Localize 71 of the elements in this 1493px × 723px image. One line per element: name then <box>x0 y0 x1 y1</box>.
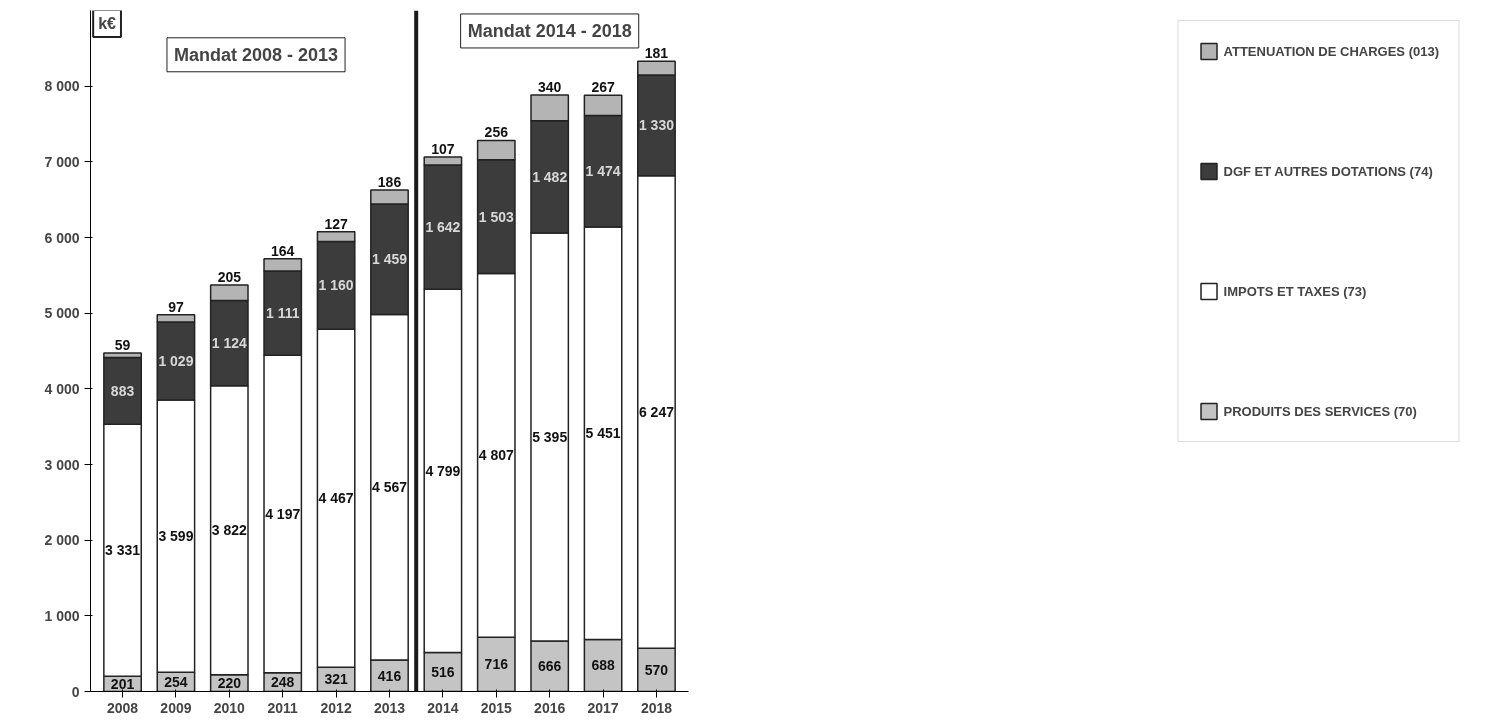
x-tick-label: 2009 <box>160 699 192 716</box>
x-tick-label: 2013 <box>373 699 406 716</box>
data-label: 570 <box>644 661 669 678</box>
data-label: 254 <box>164 673 188 690</box>
y-tick-label: 2 000 <box>44 532 80 549</box>
x-tick-label: 2012 <box>320 699 352 716</box>
legend-label: PRODUITS DES SERVICES (70) <box>1223 403 1417 419</box>
data-label: 1 160 <box>318 277 354 294</box>
data-label: 4 567 <box>371 479 408 496</box>
annotation: Mandat 2008 - 2013 <box>173 44 339 65</box>
data-label: 883 <box>110 382 135 399</box>
y-tick-label: 1 000 <box>44 607 80 624</box>
legend-label: DGF ET AUTRES DOTATIONS (74) <box>1223 163 1433 179</box>
data-label: 3 822 <box>211 522 248 539</box>
data-label: 1 474 <box>585 163 621 180</box>
data-label: 248 <box>271 674 295 691</box>
x-tick-label: 2017 <box>587 699 619 716</box>
legend-label: IMPOTS ET TAXES (73) <box>1223 283 1367 299</box>
data-label: 340 <box>538 79 562 96</box>
data-label: 4 807 <box>478 447 515 464</box>
data-label: 4 467 <box>318 490 354 507</box>
data-label: 267 <box>591 79 615 96</box>
x-tick-label: 2011 <box>267 699 299 716</box>
data-label: 181 <box>644 45 669 62</box>
data-label: 3 599 <box>158 528 194 545</box>
x-tick-label: 2018 <box>640 699 673 716</box>
data-label: 1 459 <box>371 251 408 268</box>
data-label: 666 <box>538 658 562 675</box>
data-label: 4 799 <box>425 462 461 479</box>
data-label: 201 <box>110 675 135 692</box>
data-label: 5 451 <box>585 425 621 442</box>
data-label: 3 331 <box>105 542 141 559</box>
y-tick-label: 3 000 <box>44 456 80 473</box>
legend-label: ATTENUATION DE CHARGES (013) <box>1223 43 1439 59</box>
data-label: 186 <box>377 173 402 190</box>
y-tick-label: 0 <box>71 683 80 700</box>
x-tick-label: 2015 <box>480 699 513 716</box>
data-label: 164 <box>271 242 295 259</box>
data-label: 127 <box>324 215 348 232</box>
data-label: 6 247 <box>638 404 675 421</box>
x-tick-label: 2016 <box>534 699 566 716</box>
data-label: 321 <box>324 671 348 688</box>
data-label: 1 503 <box>478 208 515 225</box>
data-label: 516 <box>431 663 455 680</box>
x-tick-label: 2014 <box>427 699 459 716</box>
data-label: 716 <box>484 656 509 673</box>
annotation: Mandat 2014 - 2018 <box>467 20 632 41</box>
data-label: 1 330 <box>638 117 675 134</box>
y-tick-label: 4 000 <box>44 380 80 397</box>
data-label: 1 029 <box>158 353 194 370</box>
data-label: 1 124 <box>211 335 248 352</box>
data-label: 416 <box>377 667 402 684</box>
data-label: 4 197 <box>265 505 301 522</box>
y-tick-label: 5 000 <box>44 305 80 322</box>
data-label: 205 <box>217 269 242 286</box>
y-tick-label: 6 000 <box>44 229 80 246</box>
x-tick-label: 2008 <box>106 699 139 716</box>
data-label: 107 <box>431 140 455 157</box>
y-tick-label: 7 000 <box>44 153 80 170</box>
y-tick-label: 8 000 <box>44 78 80 95</box>
data-label: 256 <box>484 124 509 141</box>
data-label: 220 <box>217 675 242 692</box>
data-label: 1 642 <box>425 219 461 236</box>
data-label: 59 <box>114 336 131 353</box>
data-label: 97 <box>168 298 184 315</box>
y-axis-title: k€ <box>98 14 117 32</box>
data-label: 1 482 <box>532 168 568 185</box>
data-label: 1 111 <box>265 305 300 322</box>
x-tick-label: 2010 <box>213 699 246 716</box>
data-label: 688 <box>591 657 615 674</box>
data-label: 5 395 <box>532 429 568 445</box>
